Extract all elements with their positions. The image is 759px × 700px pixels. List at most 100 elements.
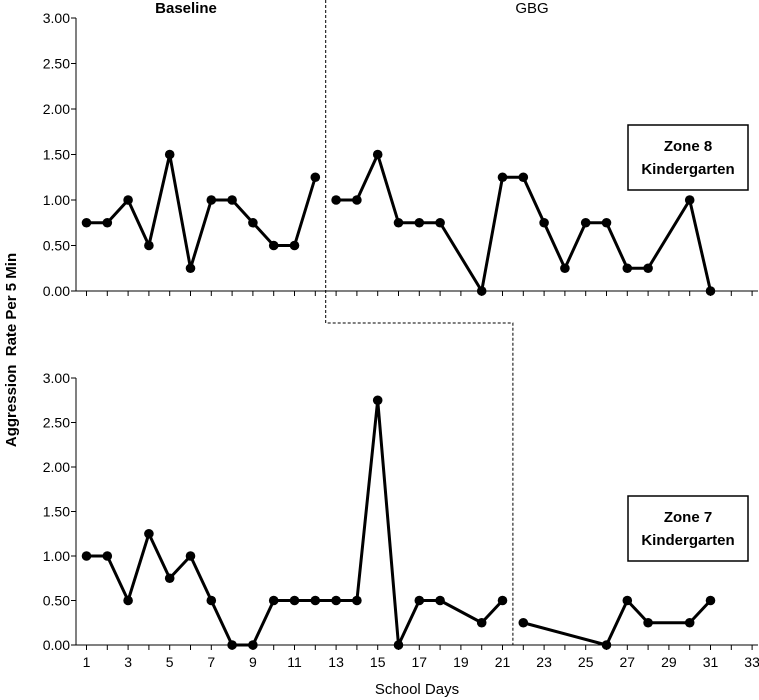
- data-point: [248, 640, 258, 650]
- data-point: [268, 240, 279, 251]
- data-point: [81, 217, 92, 228]
- data-point: [643, 617, 653, 628]
- x-tick-label: 15: [370, 654, 386, 670]
- data-point: [518, 617, 529, 628]
- data-point: [435, 217, 445, 228]
- data-point: [289, 240, 300, 251]
- data-point: [123, 195, 133, 205]
- data-point: [622, 595, 633, 606]
- y-tick-label: 0.00: [43, 283, 70, 299]
- x-tick-label: 23: [536, 654, 552, 670]
- data-point: [144, 240, 154, 251]
- x-tick-label: 33: [744, 654, 759, 670]
- data-point: [268, 595, 279, 606]
- x-tick-label: 13: [328, 654, 344, 670]
- data-point: [227, 640, 237, 650]
- data-point: [497, 595, 508, 606]
- y-tick-label: 2.00: [43, 101, 70, 117]
- x-tick-label: 25: [578, 654, 594, 670]
- data-point: [414, 217, 425, 228]
- data-point: [435, 595, 445, 606]
- data-point: [185, 551, 196, 561]
- x-tick-label: 11: [287, 654, 302, 670]
- data-point: [102, 551, 113, 561]
- series-line-baseline: [86, 153, 317, 270]
- y-tick-label: 2.50: [43, 56, 70, 72]
- x-tick-label: 9: [249, 654, 257, 670]
- y-tick-label: 1.00: [43, 192, 70, 208]
- data-point: [206, 195, 217, 205]
- phase-change-line: [325, 0, 514, 645]
- data-point: [289, 595, 300, 606]
- legend-box: [627, 495, 749, 562]
- data-point: [580, 217, 591, 228]
- y-tick-label: 0.00: [43, 637, 70, 653]
- data-point: [684, 195, 695, 205]
- data-point: [352, 595, 362, 606]
- x-tick-label: 27: [620, 654, 636, 670]
- phase-label-gbg: GBG: [515, 0, 548, 17]
- legend-zone: Zone 7: [664, 509, 712, 526]
- phase-label-baseline: Baseline: [155, 0, 217, 17]
- y-tick-label: 3.00: [43, 370, 70, 386]
- data-point: [206, 595, 217, 606]
- data-point: [476, 286, 487, 296]
- data-point: [601, 640, 612, 650]
- data-point: [539, 217, 549, 228]
- legend-box: [627, 124, 749, 191]
- x-tick-label: 7: [207, 654, 215, 670]
- data-point: [248, 217, 258, 228]
- y-tick-label: 2.50: [43, 415, 70, 431]
- data-point: [684, 617, 695, 628]
- x-tick-label: 5: [166, 654, 174, 670]
- data-point: [123, 595, 133, 606]
- data-point: [393, 640, 404, 650]
- data-point: [518, 172, 529, 183]
- data-point: [705, 286, 716, 296]
- data-point: [601, 217, 612, 228]
- legend-grade: Kindergarten: [641, 532, 734, 549]
- y-tick-label: 3.00: [43, 10, 70, 26]
- x-tick-label: 1: [83, 654, 91, 670]
- data-point: [497, 172, 508, 183]
- data-point: [310, 595, 321, 606]
- x-tick-label: 17: [412, 654, 428, 670]
- data-point: [560, 263, 570, 274]
- x-tick-label: 19: [453, 654, 469, 670]
- legend-zone: Zone 8: [664, 138, 712, 155]
- y-tick-label: 1.50: [43, 504, 70, 520]
- data-point: [164, 149, 175, 160]
- data-point: [227, 195, 237, 205]
- data-point: [164, 573, 175, 584]
- data-point: [372, 149, 383, 160]
- x-tick-label: 31: [703, 654, 719, 670]
- data-point: [331, 595, 341, 606]
- data-point: [372, 395, 383, 406]
- x-axis-label: School Days: [375, 681, 459, 698]
- y-tick-label: 0.50: [43, 593, 70, 609]
- data-point: [622, 263, 633, 274]
- y-tick-label: 1.00: [43, 548, 70, 564]
- data-point: [310, 172, 321, 183]
- y-axis-label: Aggression Rate Per 5 Min: [3, 253, 20, 447]
- y-tick-label: 0.50: [43, 238, 70, 254]
- x-tick-label: 21: [495, 654, 511, 670]
- x-tick-label: 3: [124, 654, 132, 670]
- data-point: [352, 195, 362, 205]
- x-tick-label: 29: [661, 654, 677, 670]
- data-point: [331, 195, 341, 205]
- y-tick-label: 2.00: [43, 459, 70, 475]
- data-point: [476, 617, 487, 628]
- data-point: [185, 263, 196, 274]
- data-point: [144, 528, 154, 539]
- series-line-baseline: [86, 398, 504, 647]
- series-line-gbg: [522, 599, 712, 647]
- data-point: [81, 551, 92, 561]
- data-point: [643, 263, 653, 274]
- data-point: [102, 217, 113, 228]
- legend-grade: Kindergarten: [641, 161, 734, 178]
- data-point: [393, 217, 404, 228]
- y-tick-label: 1.50: [43, 147, 70, 163]
- data-point: [414, 595, 425, 606]
